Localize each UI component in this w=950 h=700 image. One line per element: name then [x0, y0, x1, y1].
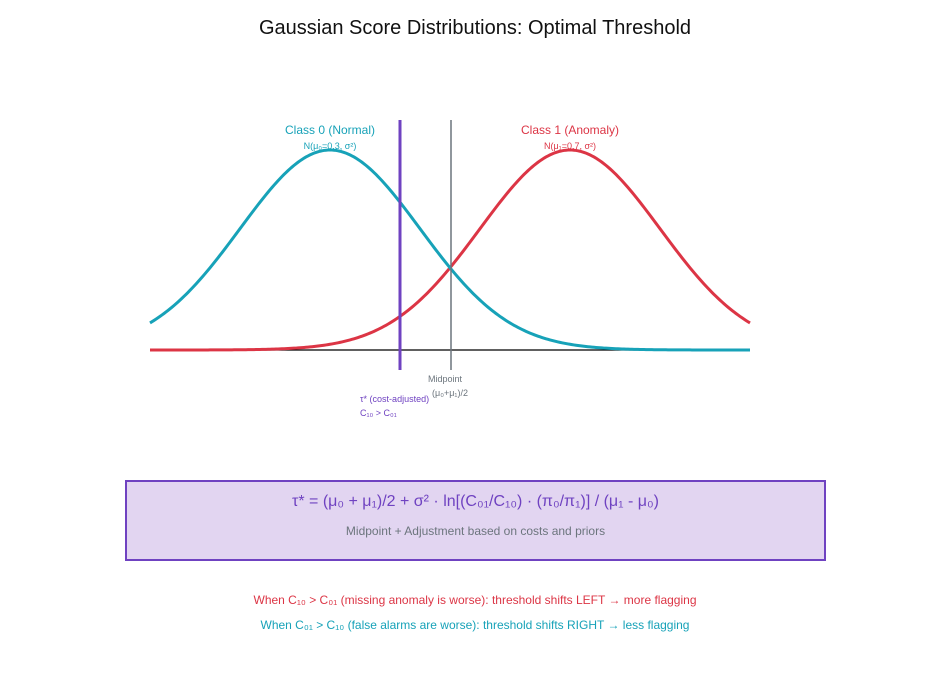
chart-title: Gaussian Score Distributions: Optimal Th…: [258, 17, 692, 39]
formula-caption: Midpoint + Adjustment based on costs and…: [345, 524, 606, 538]
class0-label: Class 0 (Normal): [284, 123, 375, 137]
threshold-label: τ* (cost-adjusted): [360, 394, 430, 404]
midpoint-formula: (μ₀+μ₁)/2: [432, 388, 468, 398]
midpoint-label: Midpoint: [427, 374, 463, 384]
threshold-condition: C₁₀ > C₀₁: [360, 408, 397, 418]
threshold-formula: τ* = (μ₀ + μ₁)/2 + σ² · ln[(C₀₁/C₁₀) · (…: [292, 493, 659, 510]
formula-box: τ* = (μ₀ + μ₁)/2 + σ² · ln[(C₀₁/C₁₀) · (…: [125, 480, 826, 561]
class1-label: Class 1 (Anomaly): [520, 123, 620, 137]
class1-params: N(μ₁=0.7, σ²): [543, 141, 597, 151]
class1-curve: [150, 148, 751, 352]
right-shift-note: When C₀₁ > C₁₀ (false alarms are worse):…: [260, 618, 690, 632]
left-shift-note: When C₁₀ > C₀₁ (missing anomaly is worse…: [253, 593, 697, 607]
class0-curve: [149, 148, 750, 352]
class0-params: N(μ₀=0.3, σ²): [303, 141, 357, 151]
